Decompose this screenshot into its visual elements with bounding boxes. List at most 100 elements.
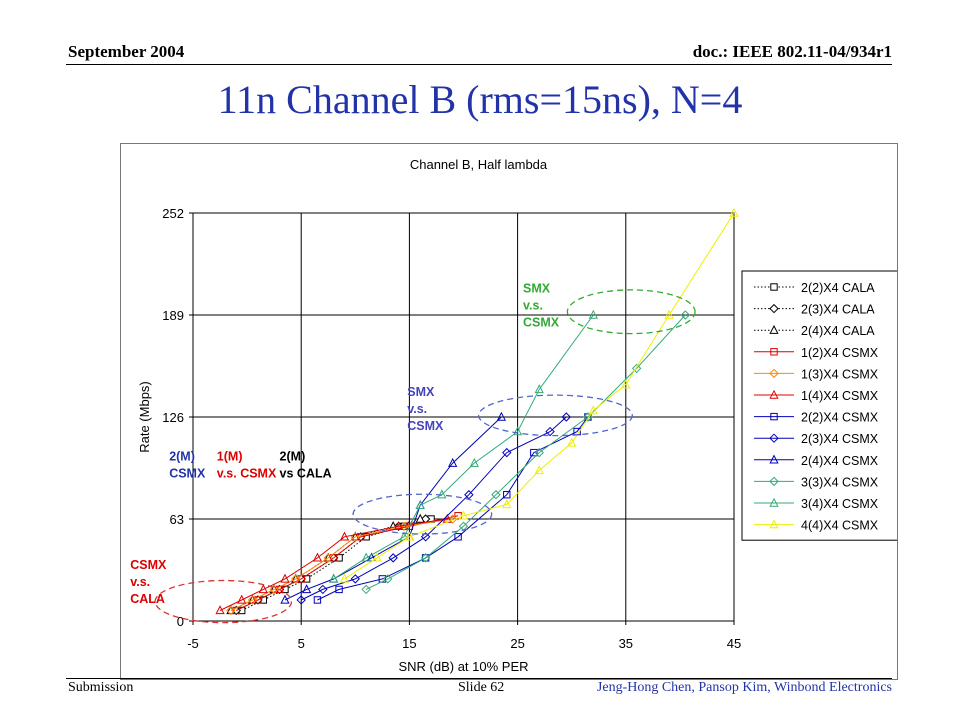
data-point: [280, 594, 290, 604]
data-point: [664, 309, 674, 319]
legend-label: 2(3)X4 CSMX: [801, 432, 879, 446]
legend-label: 1(3)X4 CSMX: [801, 367, 879, 381]
data-point: [415, 499, 425, 509]
y-tick-label: 0: [177, 614, 184, 629]
data-point: [588, 309, 598, 319]
legend-marker: [769, 368, 779, 379]
series-line-8: [300, 416, 567, 601]
footer-slide-number: Slide 62: [458, 680, 505, 695]
chart-svg: Channel B, Half lambda -5 5 15 25 35 45 0 63 126 1…: [130, 157, 897, 674]
annotation-text: v.s. CSMX: [217, 467, 277, 481]
comparison-ellipse: [477, 394, 633, 437]
legend-marker: [770, 412, 778, 421]
annotation-text: 2(M): [169, 450, 195, 464]
data-point: [502, 447, 512, 458]
annotation-text: v.s.: [407, 402, 427, 416]
data-point: [254, 596, 262, 604]
data-point: [502, 499, 512, 509]
legend-marker: [770, 348, 778, 356]
data-point: [215, 605, 225, 615]
data-point: [447, 514, 458, 524]
x-axis-label: SNR (dB) at 10% PER: [398, 659, 528, 674]
data-point: [588, 405, 598, 415]
data-point: [729, 207, 739, 217]
data-point: [258, 584, 268, 594]
data-point: [313, 596, 322, 604]
data-point: [226, 605, 236, 616]
legend-label: 4(4)X4 CSMX: [801, 519, 879, 533]
series-line-9: [284, 416, 502, 601]
footer-authors: Jeng-Hong Chen, Pansop Kim, Winbond Elec…: [596, 680, 892, 695]
data-point: [301, 584, 312, 594]
annotation-text: CSMX: [169, 467, 206, 481]
legend-marker: [769, 476, 779, 487]
legend-label: 2(3)X4 CALA: [801, 303, 875, 317]
annotation-text: v.s.: [130, 575, 150, 589]
data-point: [312, 552, 323, 562]
data-point: [415, 513, 425, 523]
data-point: [237, 594, 247, 604]
data-point: [584, 413, 592, 421]
header-date: September 2004: [68, 42, 185, 61]
y-tick-label: 126: [162, 410, 184, 425]
data-point: [361, 552, 371, 562]
data-point: [383, 574, 393, 584]
slide-title: 11n Channel B (rms=15ns), N=4: [217, 77, 743, 122]
x-tick-label: 15: [402, 636, 416, 651]
comparison-ellipse: [352, 493, 493, 535]
series-line-4: [236, 515, 459, 611]
data-point: [512, 426, 523, 436]
data-point: [567, 437, 577, 447]
data-point: [269, 584, 279, 595]
header-doc-id: doc.: IEEE 802.11-04/934r1: [692, 42, 892, 61]
data-point: [503, 491, 511, 499]
legend-marker: [769, 324, 779, 334]
annotation-text: 1(M): [217, 450, 243, 464]
legend-label: 2(4)X4 CSMX: [801, 454, 879, 468]
annotation-text: 2(M): [280, 450, 306, 464]
data-point: [420, 553, 431, 563]
data-point: [454, 533, 462, 541]
data-point: [496, 411, 506, 421]
chart-title: Channel B, Half lambda: [410, 157, 548, 172]
x-tick-label: 5: [298, 636, 305, 651]
annotation-text: v.s.: [523, 298, 543, 312]
legend-label: 1(2)X4 CSMX: [801, 346, 879, 360]
data-point: [296, 595, 306, 605]
data-point: [388, 553, 398, 563]
annotation-text: CSMX: [130, 558, 167, 572]
legend-box: [741, 270, 897, 541]
comparison-ellipse: [566, 289, 696, 335]
data-point: [335, 585, 343, 594]
data-point: [583, 412, 593, 422]
plot-area-border: [192, 212, 735, 622]
annotation-text: CSMX: [407, 419, 444, 433]
data-point: [318, 584, 328, 595]
legend-label: 3(4)X4 CSMX: [801, 497, 879, 511]
footer-submission: Submission: [68, 680, 134, 695]
data-point: [545, 426, 555, 437]
legend-label: 3(3)X4 CSMX: [801, 475, 879, 489]
data-point: [393, 520, 404, 530]
data-point: [534, 384, 544, 394]
data-point: [291, 574, 301, 584]
y-tick-label: 63: [170, 512, 184, 527]
series-line-6: [219, 518, 448, 611]
data-point: [329, 554, 338, 562]
legend-marker: [769, 433, 779, 443]
data-point: [534, 447, 544, 458]
data-point: [530, 448, 538, 457]
data-point: [448, 457, 458, 467]
legend-marker: [770, 283, 778, 291]
data-point: [437, 489, 447, 499]
x-tick-label: 35: [619, 636, 633, 651]
data-point: [469, 457, 479, 467]
data-point: [631, 363, 642, 374]
data-point: [247, 595, 258, 605]
data-point: [421, 554, 430, 562]
data-point: [329, 573, 339, 583]
header-rule: [66, 64, 892, 65]
x-tick-label: -5: [187, 636, 199, 651]
legend-marker: [769, 454, 779, 464]
data-point: [361, 584, 371, 595]
